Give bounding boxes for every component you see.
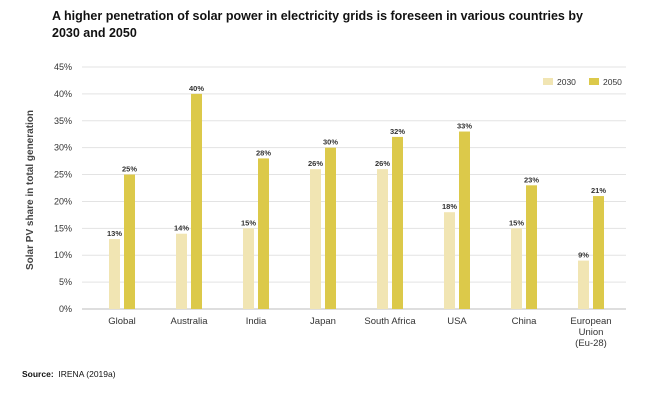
bar-2030 — [109, 239, 120, 309]
chart-title: A higher penetration of solar power in e… — [52, 9, 583, 40]
source-text: IRENA (2019a) — [58, 369, 116, 379]
y-tick-label: 25% — [54, 170, 72, 180]
legend-label: 2030 — [557, 77, 576, 87]
legend-label: 2050 — [603, 77, 622, 87]
y-tick-label: 5% — [59, 277, 72, 287]
bar-2050 — [593, 196, 604, 309]
data-label: 32% — [390, 127, 405, 136]
data-label: 13% — [107, 229, 122, 238]
data-label: 18% — [442, 202, 457, 211]
data-label: 23% — [524, 175, 539, 184]
bar-2030 — [578, 260, 589, 309]
bar-2050 — [392, 136, 403, 309]
x-category-label: Japan — [310, 316, 336, 327]
data-label: 40% — [189, 84, 204, 93]
bar-2050 — [459, 131, 470, 309]
bar-2050 — [124, 174, 135, 309]
x-category-label: Australia — [171, 316, 209, 327]
legend-swatch-2050 — [589, 78, 599, 85]
x-axis-categories: Global Australia India Japan South Africa USA… — [108, 316, 611, 349]
bar-2050 — [258, 158, 269, 309]
bar-2030 — [511, 228, 522, 309]
x-category-label: European — [570, 316, 611, 327]
x-category-label: India — [246, 316, 267, 327]
x-category-label: China — [512, 316, 538, 327]
y-axis-label: Solar PV share in total generation — [25, 110, 36, 270]
bar-2050 — [191, 93, 202, 309]
x-category-label: Global — [108, 316, 135, 327]
x-category-label: Union — [579, 327, 604, 338]
y-tick-label: 45% — [54, 62, 72, 72]
data-label: 28% — [256, 148, 271, 157]
data-label: 33% — [457, 122, 472, 131]
data-label: 14% — [174, 224, 189, 233]
y-tick-label: 35% — [54, 116, 72, 126]
bar-2030 — [444, 212, 455, 309]
bar-2030 — [377, 169, 388, 309]
data-label: 26% — [308, 159, 323, 168]
y-tick-label: 10% — [54, 250, 72, 260]
bar-2030 — [243, 228, 254, 309]
bar-2050 — [526, 185, 537, 309]
source-label: Source: — [22, 369, 54, 379]
x-category-label: (Eu-28) — [575, 338, 607, 349]
bar-2030 — [176, 233, 187, 309]
data-label: 25% — [122, 165, 137, 174]
bars: 13% 25% 14% 40% 15% 28% 26% 30% 26% 32% 18% 33% 15% 2… — [107, 84, 606, 309]
data-label: 9% — [578, 251, 589, 260]
data-label: 15% — [241, 218, 256, 227]
data-label: 30% — [323, 138, 338, 147]
legend: 2030 2050 — [543, 77, 622, 87]
x-category-label: USA — [447, 316, 467, 327]
data-label: 15% — [509, 218, 524, 227]
y-tick-label: 0% — [59, 304, 72, 314]
bar-2030 — [310, 169, 321, 309]
data-label: 26% — [375, 159, 390, 168]
y-tick-label: 20% — [54, 196, 72, 206]
data-label: 21% — [591, 186, 606, 195]
bar-2050 — [325, 147, 336, 309]
y-tick-label: 15% — [54, 223, 72, 233]
y-axis-ticks: 0% 5% 10% 15% 20% 25% 30% 35% 40% 45% — [54, 62, 72, 314]
legend-swatch-2030 — [543, 78, 553, 85]
x-category-label: South Africa — [364, 316, 416, 327]
source-note: Source: IRENA (2019a) — [22, 369, 116, 379]
gridlines — [82, 66, 626, 310]
y-tick-label: 30% — [54, 143, 72, 153]
y-tick-label: 40% — [54, 89, 72, 99]
